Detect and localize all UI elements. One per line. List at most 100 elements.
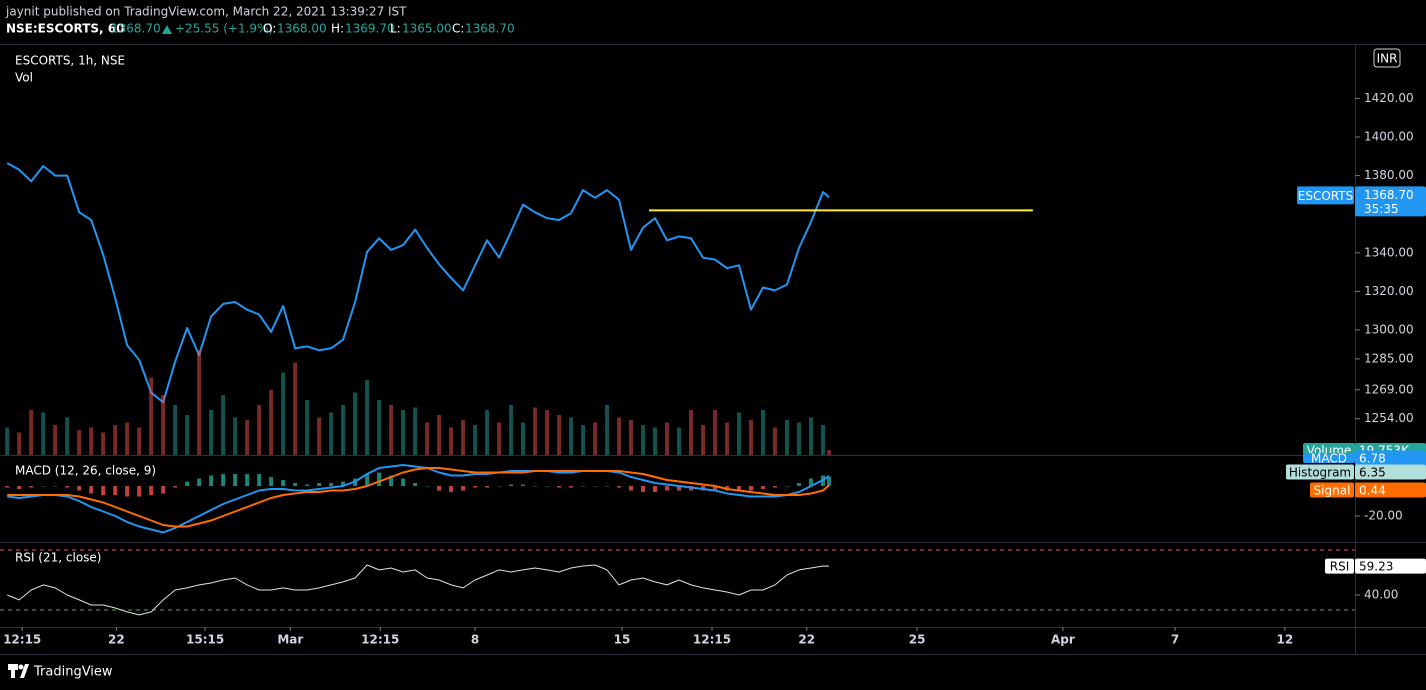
series-name-box	[1303, 453, 1355, 463]
brand: TradingView	[33, 665, 113, 680]
currency: INR	[1377, 52, 1398, 66]
histogram-bar	[53, 486, 58, 487]
volume-bar	[41, 412, 46, 455]
histogram-bar	[77, 486, 82, 491]
histogram-bar	[533, 486, 538, 487]
logo-part	[20, 664, 29, 678]
volume-bar	[257, 405, 262, 455]
histogram-bar	[760, 486, 765, 490]
histogram-bar	[149, 486, 154, 496]
series-name-box	[1286, 464, 1354, 480]
series-name: Signal	[1314, 484, 1351, 498]
volume-bar	[712, 410, 717, 455]
volume-bar	[125, 422, 130, 455]
y-tick-label: 1269.00	[1364, 382, 1414, 396]
y-tick-label: 1320.00	[1364, 284, 1414, 298]
histogram-bar	[665, 486, 670, 491]
volume-bar	[437, 415, 442, 455]
volume-bar	[185, 415, 190, 455]
histogram-bar	[209, 475, 214, 487]
histogram-bar	[485, 486, 490, 488]
y-tick-label: 40.00	[1364, 587, 1398, 601]
volume-bar	[377, 400, 382, 455]
histogram-bar	[461, 486, 466, 491]
rsi-value: 59.23	[1359, 560, 1393, 574]
histogram-bar	[545, 486, 550, 487]
histogram-bar	[808, 478, 813, 487]
volume-bar	[293, 362, 298, 455]
volume-bar	[617, 417, 622, 455]
series-name: Histogram	[1289, 466, 1351, 480]
histogram-bar	[233, 474, 238, 487]
volume-bar	[77, 430, 82, 455]
change: +25.55 (+1.9%)	[175, 22, 273, 36]
volume-bar	[389, 405, 394, 455]
ohlc-value: 1365.00	[402, 22, 452, 36]
y-tick-label: 1254.00	[1364, 411, 1414, 425]
volume-bar	[820, 425, 825, 455]
histogram-bar	[161, 486, 166, 494]
x-tick-label: 15	[614, 633, 631, 647]
volume-bar	[161, 395, 166, 455]
histogram-bar	[137, 486, 142, 497]
volume-bar	[209, 410, 214, 455]
volume-bar	[521, 422, 526, 455]
rsi-value-box	[1355, 558, 1426, 574]
volume-bar	[353, 392, 358, 455]
volume-bar	[413, 407, 418, 455]
volume-bar	[473, 425, 478, 455]
histogram-bar	[125, 486, 130, 497]
volume-bar	[137, 427, 142, 455]
price-line	[6, 162, 830, 404]
brand-logo	[8, 664, 29, 678]
volume-bar	[29, 410, 34, 455]
series-value-box	[1355, 482, 1426, 498]
x-tick-label: 22	[798, 633, 815, 647]
symbol-label: ESCORTS	[1298, 189, 1353, 203]
volume-bar	[461, 420, 466, 455]
price-pane-title: ESCORTS, 1h, NSE	[15, 54, 125, 68]
histogram-bar	[317, 483, 322, 487]
x-tick-label: Mar	[277, 633, 303, 647]
volume-bar	[401, 410, 406, 455]
y-tick-label: 1400.00	[1364, 130, 1414, 144]
x-tick-label: Apr	[1051, 633, 1075, 647]
histogram-bar	[269, 477, 274, 487]
histogram-bar	[89, 486, 94, 494]
volume-bar	[605, 405, 610, 455]
volume-bar	[245, 420, 250, 455]
pane-borders	[0, 44, 1426, 655]
currency-box	[1373, 48, 1401, 68]
x-tick-label: 12:15	[693, 633, 731, 647]
volume-bar	[317, 417, 322, 455]
ohlc-value: 1369.70	[345, 22, 395, 36]
x-tick-label: 15:15	[186, 633, 224, 647]
up-arrow	[162, 25, 172, 34]
histogram-bar	[449, 486, 454, 493]
y-tick-label: 1420.00	[1364, 91, 1414, 105]
macd-line	[7, 467, 830, 528]
histogram-bar	[425, 486, 430, 487]
histogram-bar	[581, 486, 586, 487]
last-price-label: 1368.70	[1364, 188, 1414, 202]
rsi-name-box	[1325, 558, 1354, 574]
histogram-bar	[826, 476, 831, 487]
ohlc: O: 1368.00 H: 1369.70 L: 1365.00 C: 1368…	[263, 22, 515, 36]
volume-bar	[826, 450, 831, 455]
histogram-bar	[605, 486, 610, 487]
logo-part	[11, 670, 15, 678]
histogram-bar	[173, 486, 178, 488]
volume-bar	[5, 427, 10, 455]
histogram-bar	[5, 486, 10, 488]
histogram-bar	[185, 481, 190, 487]
histogram-bar	[509, 484, 514, 487]
x-tick-label: 8	[471, 633, 479, 647]
histogram-bar	[712, 486, 717, 491]
volume-bar	[449, 427, 454, 455]
volume-bar	[653, 427, 658, 455]
ohlc-value: 1368.00	[277, 22, 327, 36]
volume-bar	[796, 422, 801, 455]
histogram-bar	[101, 486, 106, 496]
volume-bar	[760, 410, 765, 455]
volume-title: Vol	[15, 71, 33, 85]
